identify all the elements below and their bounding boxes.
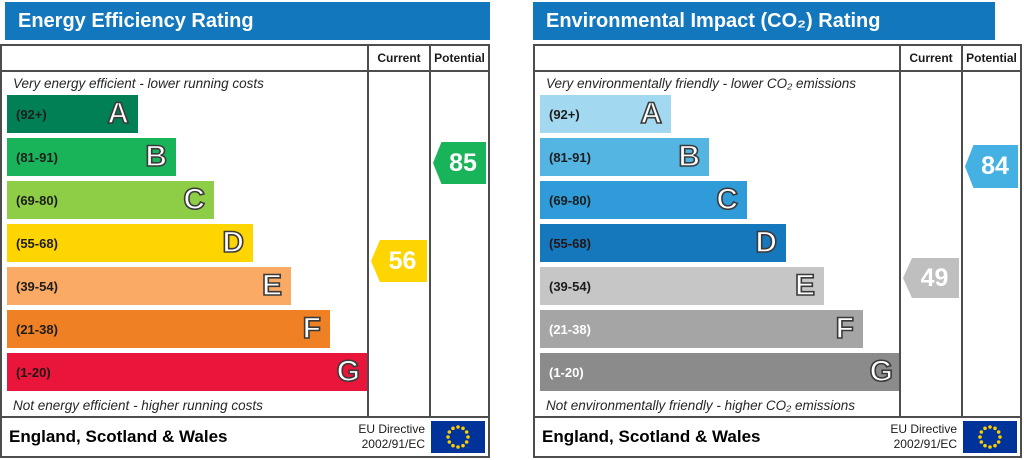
band-letter: D	[222, 226, 245, 259]
energy-efficiency-panel: Energy Efficiency Rating Current Potenti…	[0, 0, 490, 460]
band-letter: F	[835, 312, 855, 345]
band-range-label: (81-91)	[16, 149, 58, 165]
region-label: England, Scotland & Wales	[9, 427, 228, 446]
band-range-label: (55-68)	[16, 235, 58, 251]
band-letter: F	[302, 312, 322, 345]
band-range-label: (1-20)	[16, 364, 51, 380]
panel-title: Environmental Impact (CO₂) Rating	[533, 2, 995, 40]
eu-flag-icon	[963, 421, 1017, 453]
band-d: (55-68) D	[7, 224, 253, 262]
header-spacer	[535, 46, 899, 72]
band-c: (69-80) C	[540, 181, 747, 219]
current-column-header: Current	[899, 46, 961, 72]
top-note: Very environmentally friendly - lower CO…	[546, 76, 856, 91]
bottom-note: Not energy efficient - higher running co…	[13, 398, 263, 413]
band-d: (55-68) D	[540, 224, 786, 262]
band-c: (69-80) C	[7, 181, 214, 219]
band-range-label: (92+)	[549, 106, 580, 122]
band-letter: B	[678, 140, 701, 173]
header-spacer	[2, 46, 367, 72]
environmental-impact-panel: Environmental Impact (CO₂) Rating Curren…	[533, 0, 1022, 460]
band-range-label: (69-80)	[16, 192, 58, 208]
top-note: Very energy efficient - lower running co…	[13, 76, 264, 91]
bottom-note: Not environmentally friendly - higher CO…	[546, 398, 856, 413]
region-label: England, Scotland & Wales	[542, 427, 761, 446]
potential-cell: 84	[961, 72, 1020, 416]
potential-column-header: Potential	[961, 46, 1020, 72]
epc-table: Current Potential Very environmentally f…	[533, 44, 1022, 458]
potential-rating-indicator: 85	[433, 142, 486, 184]
band-range-label: (21-38)	[16, 321, 58, 337]
band-letter: G	[869, 355, 894, 388]
epc-table: Current Potential Very energy efficient …	[0, 44, 490, 458]
band-range-label: (92+)	[16, 106, 47, 122]
bands-area: Very energy efficient - lower running co…	[2, 72, 367, 416]
band-letter: E	[794, 269, 816, 302]
band-letter: C	[716, 183, 739, 216]
potential-rating-indicator: 84	[965, 145, 1018, 188]
band-letter: B	[145, 140, 168, 173]
band-g: (1-20) G	[7, 353, 367, 391]
band-f: (21-38) F	[7, 310, 330, 348]
band-e: (39-54) E	[540, 267, 824, 305]
band-range-label: (55-68)	[549, 235, 591, 251]
band-range-label: (1-20)	[549, 364, 584, 380]
band-letter: D	[755, 226, 778, 259]
bands: (92+) A (81-91) B (69-80) C (55-68) D (39-54) E (2…	[7, 95, 367, 391]
band-range-label: (81-91)	[549, 149, 591, 165]
bands: (92+) A (81-91) B (69-80) C (55-68) D (39-54) E (2…	[540, 95, 899, 391]
panel-title: Energy Efficiency Rating	[5, 2, 490, 40]
eu-directive-label: EU Directive 2002/91/EC	[358, 422, 425, 452]
band-range-label: (69-80)	[549, 192, 591, 208]
band-b: (81-91) B	[540, 138, 709, 176]
band-range-label: (39-54)	[549, 278, 591, 294]
footer: England, Scotland & Wales EU Directive 20…	[535, 416, 1020, 456]
current-rating-indicator: 49	[903, 258, 959, 298]
band-letter: A	[107, 97, 130, 130]
footer: England, Scotland & Wales EU Directive 20…	[2, 416, 488, 456]
band-a: (92+) A	[7, 95, 138, 133]
band-g: (1-20) G	[540, 353, 899, 391]
current-column-header: Current	[367, 46, 429, 72]
eu-flag-icon	[431, 421, 485, 453]
eu-directive-label: EU Directive 2002/91/EC	[890, 422, 957, 452]
band-letter: C	[183, 183, 206, 216]
bands-area: Very environmentally friendly - lower CO…	[535, 72, 899, 416]
current-cell: 49	[899, 72, 961, 416]
band-a: (92+) A	[540, 95, 671, 133]
directive-line1: EU Directive	[358, 422, 425, 436]
potential-column-header: Potential	[429, 46, 488, 72]
current-rating-indicator: 56	[371, 240, 427, 282]
band-letter: A	[640, 97, 663, 130]
directive-line1: EU Directive	[890, 422, 957, 436]
band-b: (81-91) B	[7, 138, 176, 176]
band-letter: E	[261, 269, 283, 302]
band-f: (21-38) F	[540, 310, 863, 348]
potential-cell: 85	[429, 72, 488, 416]
band-range-label: (39-54)	[16, 278, 58, 294]
directive-line2: 2002/91/EC	[893, 437, 957, 451]
band-letter: G	[336, 355, 361, 388]
band-e: (39-54) E	[7, 267, 291, 305]
directive-line2: 2002/91/EC	[361, 437, 425, 451]
band-range-label: (21-38)	[549, 321, 591, 337]
current-cell: 56	[367, 72, 429, 416]
